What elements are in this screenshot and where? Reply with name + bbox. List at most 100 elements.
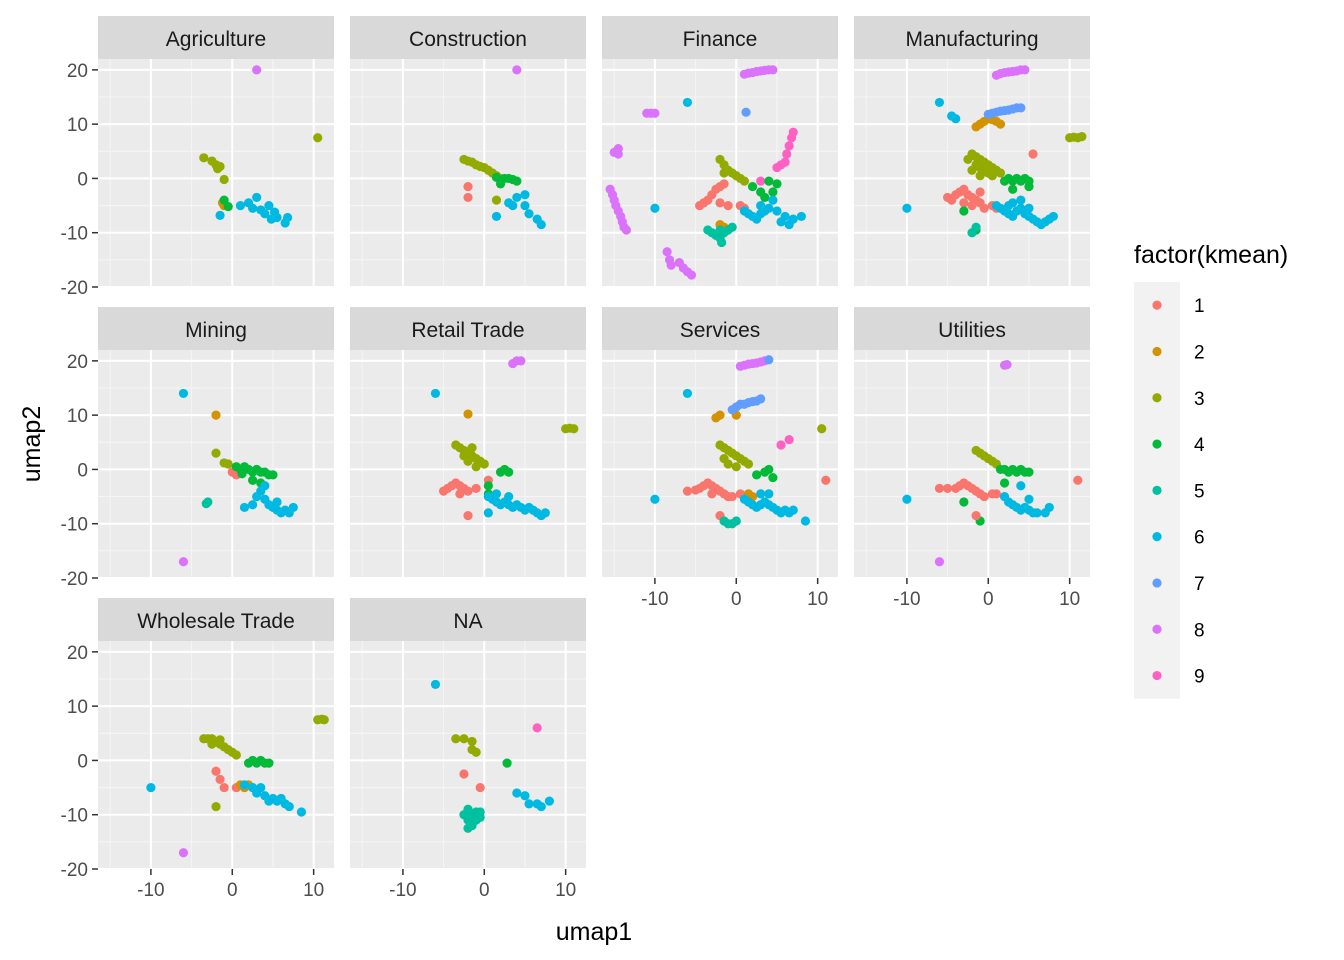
data-point (995, 119, 1006, 129)
x-tick-label: 0 (983, 589, 994, 610)
facet-strip-label: Construction (409, 28, 527, 51)
data-point (1024, 467, 1034, 477)
facet-panels: Agriculture Construction Finance Manufactur… (98, 16, 1090, 870)
data-point (252, 192, 262, 203)
data-point (248, 475, 258, 485)
legend-label: 2 (1194, 342, 1205, 363)
y-tick-label: -10 (61, 806, 88, 827)
panel-points (605, 65, 806, 280)
data-point (463, 456, 473, 466)
facet-strip (98, 307, 334, 350)
y-tick-label: -10 (61, 224, 88, 245)
data-point (1077, 132, 1087, 142)
y-tick-label: -20 (61, 569, 88, 590)
legend-label: 9 (1194, 667, 1205, 688)
panel-points (146, 714, 329, 858)
data-point (178, 557, 189, 567)
facet-panel-na: NA (350, 598, 586, 870)
y-axis-title: umap2 (18, 406, 46, 482)
facet-panel-agriculture: Agriculture (98, 16, 334, 288)
data-point (471, 483, 481, 494)
data-point (821, 475, 831, 485)
data-point (967, 200, 977, 211)
facet-strip (350, 598, 586, 641)
facet-strip-label: Wholesale Trade (137, 610, 295, 633)
x-tick-label: 0 (479, 880, 490, 901)
legend-label: 6 (1194, 528, 1205, 549)
data-point (463, 823, 473, 833)
data-point (463, 181, 473, 192)
data-point (451, 734, 461, 744)
data-point (717, 237, 727, 248)
legend-key-swatch (1152, 393, 1162, 403)
data-point (483, 481, 493, 491)
legend: factor(kmean) 1 2 3 4 5 6 7 8 9 (1134, 241, 1288, 699)
data-point (491, 489, 502, 499)
data-point (516, 356, 526, 366)
data-point (471, 462, 481, 472)
data-point (739, 176, 750, 186)
facet-strip-label: Manufacturing (905, 28, 1038, 51)
data-point (524, 799, 534, 809)
data-point (211, 448, 221, 458)
facet-strip (854, 307, 1090, 350)
legend-key-swatch (1152, 346, 1162, 357)
data-point (178, 848, 189, 858)
data-point (544, 796, 554, 806)
y-tick-label: 10 (67, 115, 88, 136)
data-point (942, 483, 953, 494)
data-point (1073, 475, 1083, 485)
data-point (1048, 211, 1058, 222)
panel-background (98, 641, 334, 869)
data-point (430, 679, 441, 690)
data-point (268, 470, 278, 480)
data-point (731, 462, 741, 472)
data-point (532, 723, 542, 733)
data-point (219, 174, 229, 185)
data-point (512, 176, 522, 186)
data-point (463, 510, 473, 521)
facet-strip-label: Utilities (938, 319, 1006, 342)
data-point (146, 782, 156, 793)
data-point (540, 508, 550, 518)
x-tick-label: 10 (303, 880, 324, 901)
data-point (504, 491, 514, 502)
facet-strip (98, 598, 334, 641)
panel-grid (602, 350, 838, 579)
facet-strip-label: Finance (683, 28, 758, 51)
data-point (1028, 149, 1038, 159)
legend-label: 1 (1194, 296, 1205, 317)
facet-strip-label: Mining (185, 319, 247, 342)
data-point (715, 410, 725, 420)
data-point (756, 176, 766, 186)
data-point (479, 459, 489, 469)
data-point (747, 181, 758, 192)
data-point (283, 212, 293, 223)
data-point (483, 508, 493, 518)
data-point (215, 161, 225, 172)
x-axes: -10 0 10 -10 0 10 -10 0 10 -10 0 10 (137, 578, 1080, 901)
legend-key-swatch (1152, 485, 1162, 495)
data-point (1016, 481, 1026, 491)
data-point (695, 200, 705, 211)
data-point (760, 206, 770, 216)
data-point (313, 133, 323, 143)
data-point (463, 409, 473, 419)
data-point (508, 200, 518, 211)
panel-grid (98, 59, 334, 288)
data-point (455, 489, 465, 499)
x-tick-label: 10 (807, 589, 828, 610)
data-point (723, 459, 733, 469)
facet-strip-label: Agriculture (166, 28, 266, 51)
data-point (764, 176, 774, 186)
data-point (319, 715, 329, 725)
panel-points (199, 65, 323, 228)
data-point (237, 469, 247, 479)
data-point (715, 225, 725, 235)
data-point (772, 206, 782, 216)
data-point (1020, 65, 1030, 75)
data-point (520, 791, 530, 801)
data-point (959, 497, 969, 507)
data-point (1002, 360, 1012, 370)
